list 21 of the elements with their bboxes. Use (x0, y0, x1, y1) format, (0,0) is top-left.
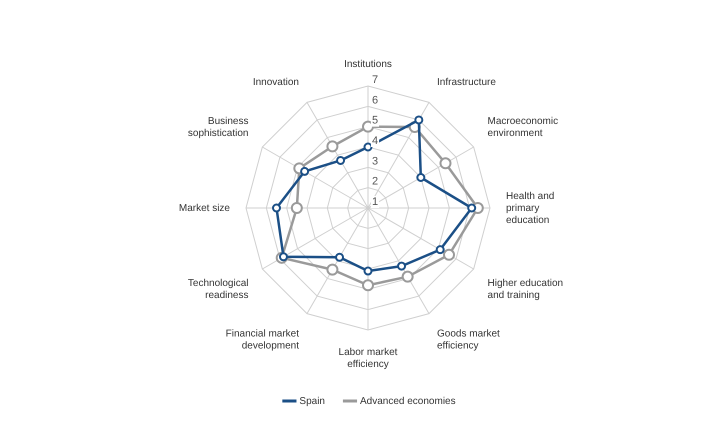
y-tick-label: 2 (372, 176, 378, 188)
legend-label: Advanced economies (360, 396, 456, 407)
y-tick-label: 3 (372, 155, 378, 168)
spoke-label: Institutions (344, 58, 392, 70)
spoke-label: Infrastructure (437, 77, 496, 88)
y-tick-label: 6 (372, 94, 378, 106)
spoke-label: Labor market efficiency (338, 346, 398, 370)
spoke-label: Business sophistication (188, 116, 248, 139)
spoke-label: Goods market efficiency (437, 328, 500, 352)
spoke-label: Higher education and training (488, 278, 564, 301)
spoke-label: Health and primary education (506, 190, 554, 226)
spoke-label: Financial market development (226, 328, 300, 352)
y-tick-label: 5 (372, 114, 378, 127)
spoke-label: Macroeconomic environment (488, 116, 558, 139)
y-tick-label: 7 (372, 74, 378, 86)
legend-label: Spain (299, 396, 325, 407)
spoke-label: Technological readiness (188, 278, 248, 301)
spoke-label: Market size (178, 202, 230, 214)
y-tick-label: 1 (372, 196, 378, 208)
spoke-label: Innovation (252, 77, 299, 88)
y-tick-label: 4 (372, 135, 378, 148)
